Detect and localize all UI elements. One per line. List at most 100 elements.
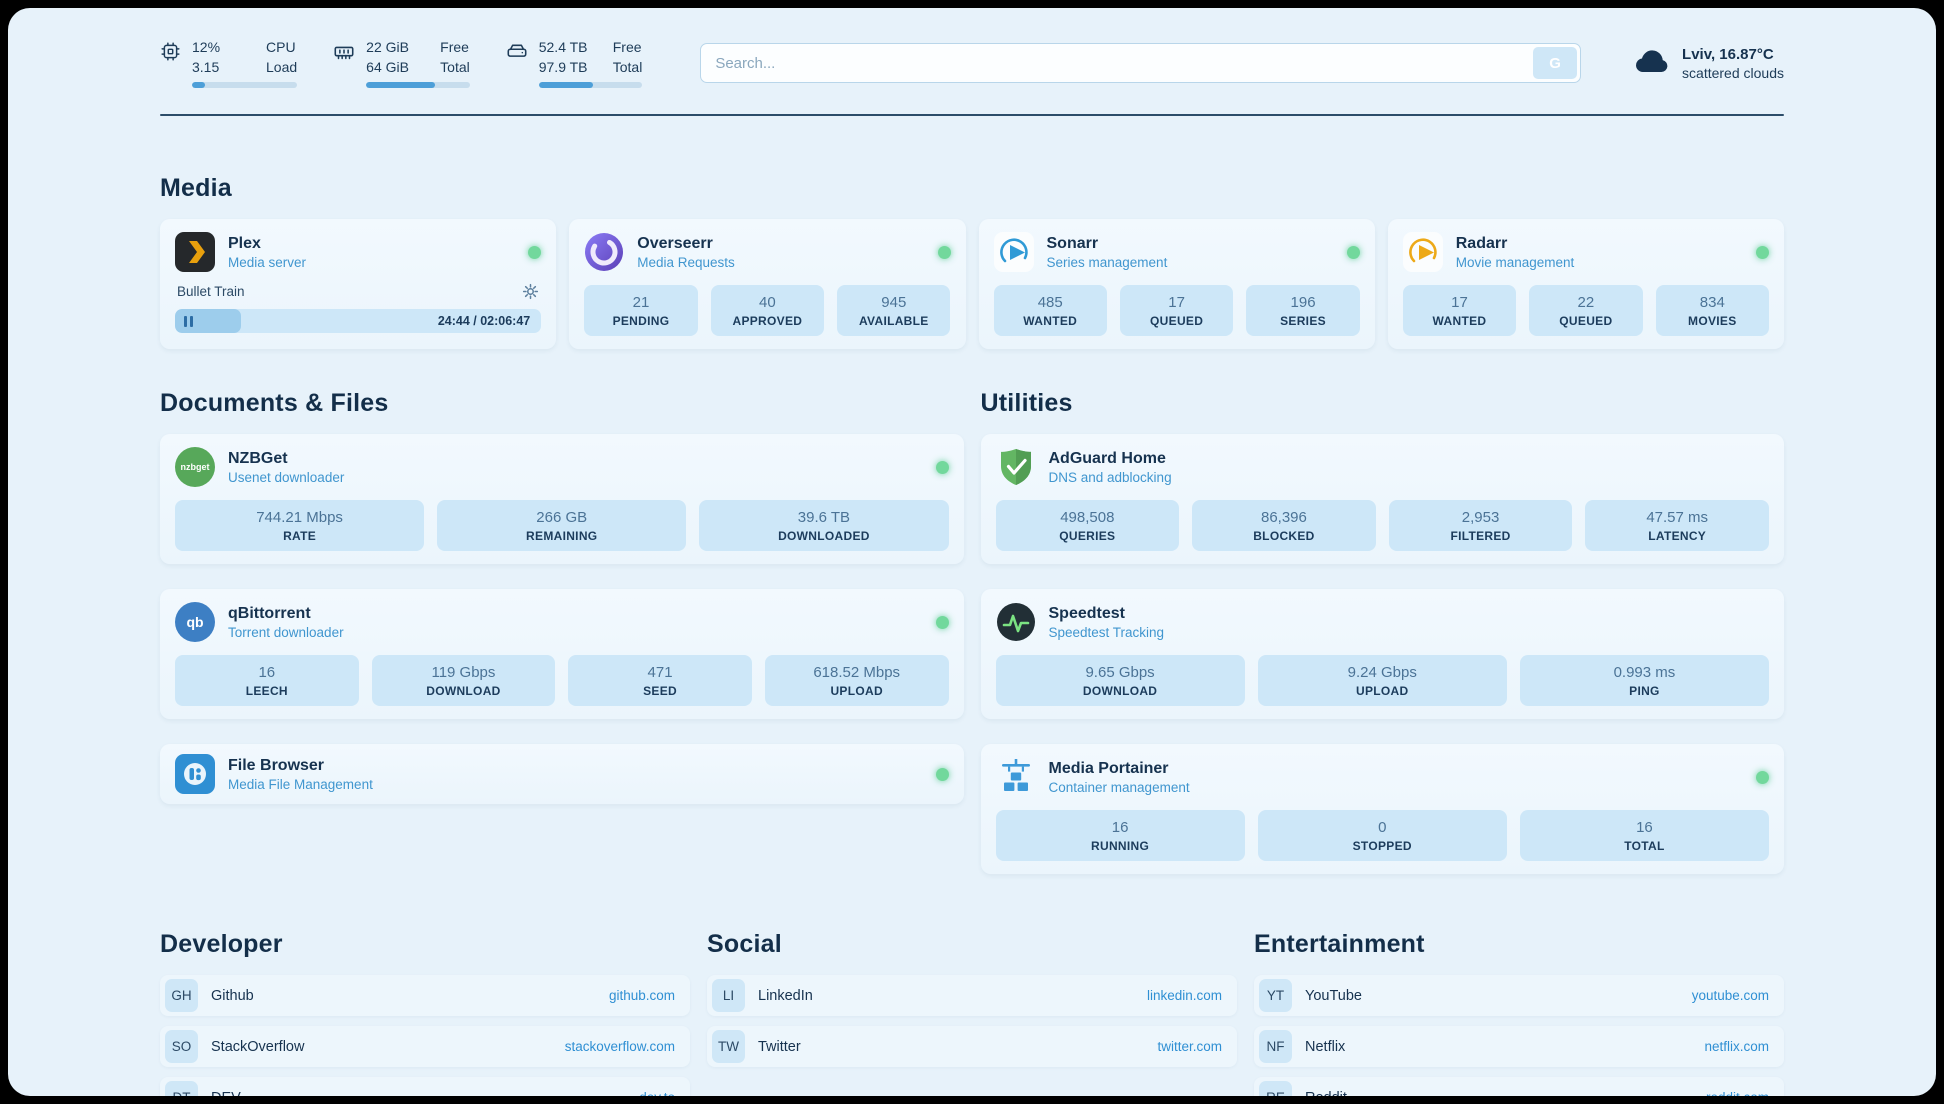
stat-label: PENDING [612, 314, 670, 329]
bookmark-stackoverflow[interactable]: SO StackOverflow stackoverflow.com [160, 1026, 690, 1068]
plex-progress-bar[interactable]: 24:44 / 02:06:47 [175, 309, 542, 334]
stat-tile-upload: 9.24 Gbps UPLOAD [1257, 655, 1507, 707]
ram-stat: 22 GiB 64 GiB Free Total [333, 38, 470, 89]
pause-icon[interactable] [184, 315, 193, 327]
documents-column: Documents & Files nzbget NZBGet Usenet d… [160, 389, 964, 805]
stat-value: 0 [1378, 819, 1387, 837]
cpu-chip-icon [160, 41, 181, 62]
social-column: Social LI LinkedIn linkedin.com TW Twitt… [707, 930, 1237, 1077]
qbittorrent-app-link[interactable]: qb qBittorrent Torrent downloader [175, 602, 949, 643]
radarr-subtitle: Movie management [1455, 254, 1575, 270]
bookmark-name: Twitter [758, 1038, 801, 1055]
stat-tile-total: 16 TOTAL [1519, 810, 1769, 862]
bookmark-name: Github [211, 987, 254, 1004]
stat-tile-remaining: 266 GB REMAINING [437, 500, 687, 552]
sonarr-name: Sonarr [1046, 234, 1099, 252]
plex-app-link[interactable]: Plex Media server [175, 232, 542, 273]
nzbget-app-link[interactable]: nzbget NZBGet Usenet downloader [175, 447, 949, 488]
plex-name: Plex [228, 234, 261, 252]
nzbget-card: nzbget NZBGet Usenet downloader 744.21 M… [160, 434, 964, 565]
gear-icon[interactable] [522, 283, 539, 300]
sonarr-app-link[interactable]: Sonarr Series management [993, 232, 1360, 273]
radarr-app-link[interactable]: Radarr Movie management [1402, 232, 1769, 273]
qbittorrent-name: qBittorrent [228, 604, 311, 622]
disk-labels: Free Total [613, 38, 643, 77]
adguard-stats: 498,508 QUERIES 86,396 BLOCKED 2,953 FIL… [995, 500, 1769, 552]
stat-label: DOWNLOADED [778, 529, 870, 544]
plex-progress-fill [175, 309, 241, 334]
stat-label: UPLOAD [1356, 684, 1409, 699]
bookmark-youtube[interactable]: YT YouTube youtube.com [1254, 975, 1784, 1017]
stat-tile-upload: 618.52 Mbps UPLOAD [764, 655, 949, 707]
stat-value: 498,508 [1060, 509, 1115, 527]
stat-label: WANTED [1023, 314, 1078, 329]
overseerr-app-link[interactable]: Overseerr Media Requests [584, 232, 951, 272]
media-section: Media Plex Media server Bullet Train [160, 174, 1784, 350]
bookmark-name: Netflix [1305, 1038, 1346, 1055]
qbittorrent-stats: 16 LEECH 119 Gbps DOWNLOAD 471 SEED 618.… [175, 655, 949, 707]
stat-value: 9.65 Gbps [1085, 664, 1155, 682]
stat-value: 471 [647, 664, 673, 682]
plex-now-playing-row: Bullet Train [175, 283, 541, 300]
adguard-icon [996, 447, 1036, 487]
stat-label: QUERIES [1059, 529, 1116, 544]
ram-free-value: 22 GiB [366, 39, 409, 55]
overseerr-subtitle: Media Requests [637, 254, 735, 270]
bookmark-name: LinkedIn [758, 987, 813, 1004]
cpu-values: 12% 3.15 [192, 38, 244, 77]
overseerr-name: Overseerr [637, 234, 713, 252]
stat-label: TOTAL [1624, 839, 1665, 854]
bookmark-twitter[interactable]: TW Twitter twitter.com [707, 1026, 1237, 1068]
stat-label: WANTED [1432, 314, 1487, 329]
radarr-card: Radarr Movie management 17 WANTED 22 QUE… [1387, 219, 1784, 350]
portainer-name: Media Portainer [1048, 759, 1169, 777]
bookmark-url: linkedin.com [1146, 988, 1222, 1004]
stat-tile-queries: 498,508 QUERIES [995, 500, 1180, 552]
bookmark-url: reddit.com [1706, 1090, 1769, 1096]
bookmark-reddit[interactable]: RE Reddit reddit.com [1254, 1077, 1784, 1096]
adguard-card: AdGuard Home DNS and adblocking 498,508 … [980, 434, 1784, 565]
cpu-labels: CPU Load [266, 38, 297, 77]
qbittorrent-card: qb qBittorrent Torrent downloader 16 LEE… [160, 589, 964, 720]
bookmarks-area: Developer GH Github github.com SO StackO… [160, 930, 1784, 1096]
stat-tile-available: 945 AVAILABLE [837, 285, 951, 337]
bookmark-linkedin[interactable]: LI LinkedIn linkedin.com [707, 975, 1237, 1017]
stat-label: DOWNLOAD [1082, 684, 1158, 699]
bookmark-github[interactable]: GH Github github.com [160, 975, 690, 1017]
portainer-app-link[interactable]: Media Portainer Container management [996, 757, 1769, 797]
portainer-status-dot [1756, 770, 1769, 784]
nzbget-name: NZBGet [228, 449, 288, 467]
stat-value: 618.52 Mbps [813, 664, 901, 682]
stat-tile-pending: 21 PENDING [584, 285, 698, 337]
stat-value: 9.24 Gbps [1347, 664, 1417, 682]
stat-value: 485 [1037, 294, 1063, 312]
stat-tile-series: 196 SERIES [1246, 285, 1360, 337]
ram-labels: Free Total [440, 38, 470, 77]
nzbget-status-dot [935, 460, 949, 474]
stat-value: 744.21 Mbps [256, 509, 343, 527]
ram-usage-bar-fill [366, 82, 435, 89]
sonarr-status-dot [1346, 245, 1360, 259]
stat-label: BLOCKED [1253, 529, 1315, 544]
stat-tile-rate: 744.21 Mbps RATE [175, 500, 425, 552]
stat-value: 86,396 [1260, 509, 1307, 527]
stat-label: DOWNLOAD [426, 684, 501, 699]
search-engine-button[interactable]: G [1533, 47, 1578, 80]
stat-tile-wanted: 17 WANTED [1402, 285, 1517, 337]
twitter-badge-icon: TW [712, 1030, 745, 1064]
bookmark-dev[interactable]: DT DEV dev.to [160, 1077, 690, 1096]
two-column-area: Documents & Files nzbget NZBGet Usenet d… [160, 389, 1784, 875]
bookmark-netflix[interactable]: NF Netflix netflix.com [1254, 1026, 1784, 1068]
search-input[interactable] [701, 47, 1534, 80]
developer-column: Developer GH Github github.com SO StackO… [160, 930, 690, 1096]
filebrowser-app-link[interactable]: File Browser Media File Management [175, 754, 949, 795]
stat-label: UPLOAD [830, 684, 883, 699]
adguard-app-link[interactable]: AdGuard Home DNS and adblocking [996, 447, 1770, 487]
developer-section-title: Developer [160, 930, 283, 959]
speedtest-app-link[interactable]: Speedtest Speedtest Tracking [996, 602, 1770, 642]
portainer-subtitle: Container management [1048, 779, 1190, 795]
stat-value: 17 [1451, 294, 1468, 312]
bookmark-url: twitter.com [1157, 1039, 1222, 1055]
disk-usage-bar [538, 82, 643, 89]
search-bar: G [700, 43, 1582, 84]
